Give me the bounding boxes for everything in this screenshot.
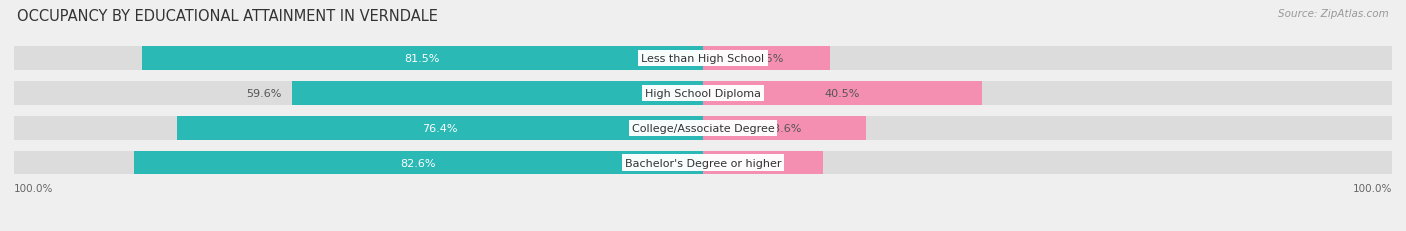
Bar xyxy=(177,116,703,140)
Text: 59.6%: 59.6% xyxy=(246,88,283,99)
Text: High School Diploma: High School Diploma xyxy=(645,88,761,99)
Bar xyxy=(703,151,1392,175)
Bar xyxy=(703,47,1392,71)
Text: College/Associate Degree: College/Associate Degree xyxy=(631,123,775,133)
Bar xyxy=(134,151,703,175)
Text: Source: ZipAtlas.com: Source: ZipAtlas.com xyxy=(1278,9,1389,19)
Text: 40.5%: 40.5% xyxy=(825,88,860,99)
Bar xyxy=(14,82,703,105)
Text: 76.4%: 76.4% xyxy=(422,123,457,133)
Bar xyxy=(14,151,703,175)
Bar xyxy=(142,47,703,71)
Bar xyxy=(703,151,823,175)
Bar xyxy=(703,47,831,71)
Text: 23.6%: 23.6% xyxy=(766,123,801,133)
Text: 82.6%: 82.6% xyxy=(401,158,436,168)
Text: Less than High School: Less than High School xyxy=(641,54,765,64)
Text: 100.0%: 100.0% xyxy=(14,183,53,193)
Bar xyxy=(14,47,703,71)
Text: 81.5%: 81.5% xyxy=(405,54,440,64)
Bar xyxy=(14,116,703,140)
Bar xyxy=(703,116,1392,140)
Bar xyxy=(703,116,866,140)
Text: OCCUPANCY BY EDUCATIONAL ATTAINMENT IN VERNDALE: OCCUPANCY BY EDUCATIONAL ATTAINMENT IN V… xyxy=(17,9,437,24)
Text: 17.4%: 17.4% xyxy=(745,158,780,168)
Text: Bachelor's Degree or higher: Bachelor's Degree or higher xyxy=(624,158,782,168)
Text: 100.0%: 100.0% xyxy=(1353,183,1392,193)
Bar xyxy=(703,82,1392,105)
Text: 18.5%: 18.5% xyxy=(749,54,785,64)
Bar xyxy=(292,82,703,105)
Bar xyxy=(703,82,981,105)
